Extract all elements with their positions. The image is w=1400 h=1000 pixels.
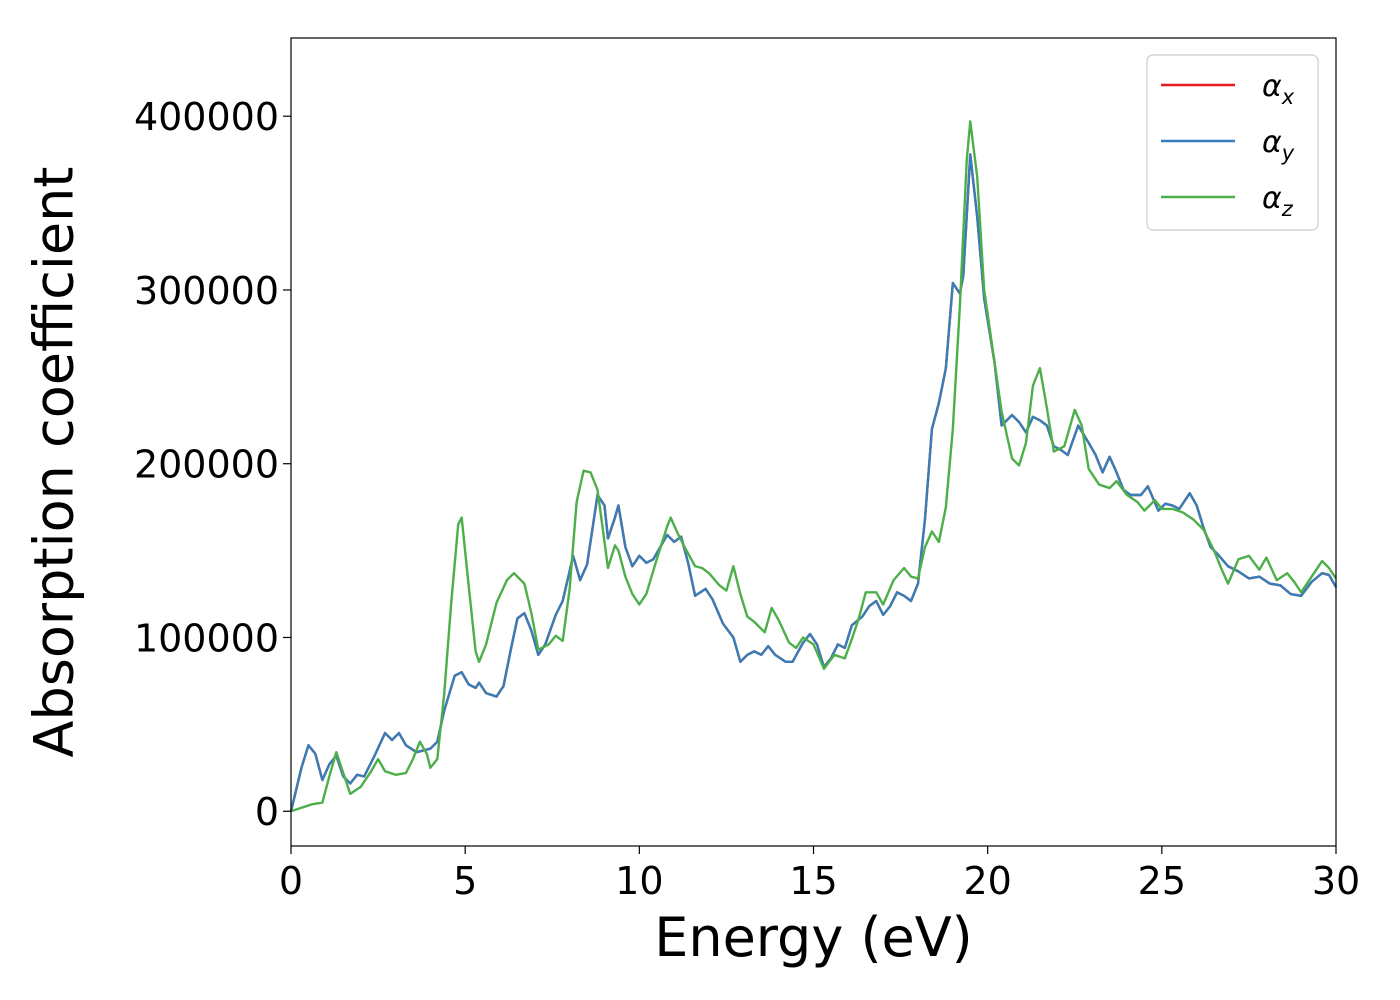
x-tick-label: 5 [453,859,477,903]
series-line-y [289,153,1338,812]
y-axis-title: Absorption coefficient [23,167,86,758]
legend-label-x: αx [1262,69,1295,109]
legend-label-symbol: α [1262,125,1282,160]
y-tick-label: 100000 [134,616,279,660]
y-tick-label: 400000 [134,95,279,139]
legend-label-subscript: x [1281,85,1295,109]
x-tick-label: 20 [963,859,1011,903]
y-tick-label: 300000 [134,269,279,313]
legend-label-subscript: z [1281,197,1294,221]
legend-label-z: αz [1262,181,1294,221]
series-line-z [290,120,1337,813]
x-tick-label: 10 [615,859,663,903]
series-layer [289,120,1338,813]
x-axis-title: Energy (eV) [654,906,973,969]
x-tick-label: 0 [279,859,303,903]
y-tick-label: 200000 [134,443,279,487]
x-tick-label: 25 [1138,859,1186,903]
x-tick-label: 15 [789,859,837,903]
x-tick-label: 30 [1312,859,1360,903]
ticks-layer: 0 5 10 15 20 25 30 0 100000 200000 300000 400000 [134,95,1360,903]
legend-box [1146,54,1319,231]
legend-label-y: αy [1262,125,1295,165]
legend-label-symbol: α [1262,69,1282,104]
legend-label-symbol: α [1262,181,1282,216]
y-tick-label: 0 [255,790,279,834]
legend-label-subscript: y [1281,141,1295,165]
